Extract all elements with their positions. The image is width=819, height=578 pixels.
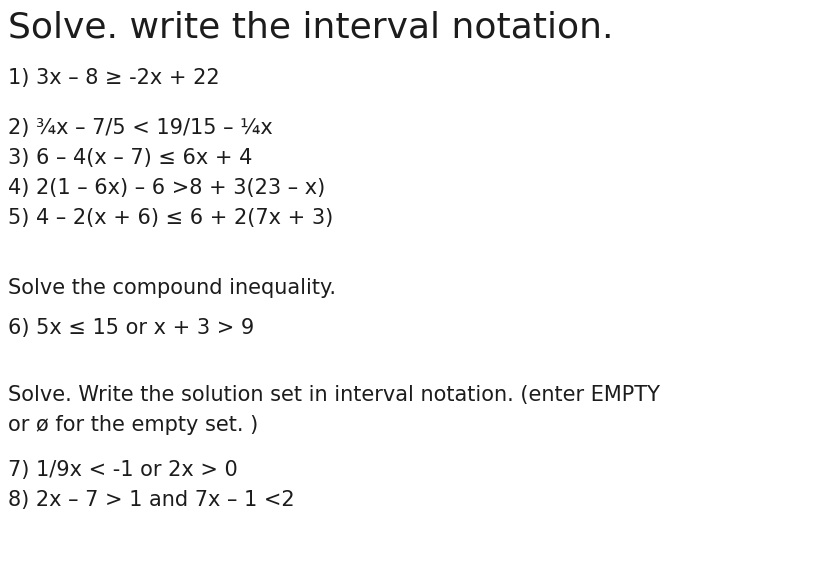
Text: 6) 5x ≤ 15 or x + 3 > 9: 6) 5x ≤ 15 or x + 3 > 9 (8, 318, 254, 338)
Text: 1) 3x – 8 ≥ -2x + 22: 1) 3x – 8 ≥ -2x + 22 (8, 68, 219, 88)
Text: 3) 6 – 4(x – 7) ≤ 6x + 4: 3) 6 – 4(x – 7) ≤ 6x + 4 (8, 148, 252, 168)
Text: Solve. write the interval notation.: Solve. write the interval notation. (8, 10, 613, 44)
Text: 7) 1/9x < -1 or 2x > 0: 7) 1/9x < -1 or 2x > 0 (8, 460, 238, 480)
Text: Solve. Write the solution set in interval notation. (enter EMPTY: Solve. Write the solution set in interva… (8, 385, 660, 405)
Text: 4) 2(1 – 6x) – 6 >8 + 3(23 – x): 4) 2(1 – 6x) – 6 >8 + 3(23 – x) (8, 178, 325, 198)
Text: or ø for the empty set. ): or ø for the empty set. ) (8, 415, 258, 435)
Text: 8) 2x – 7 > 1 and 7x – 1 <2: 8) 2x – 7 > 1 and 7x – 1 <2 (8, 490, 295, 510)
Text: 2) ¾x – 7/5 < 19/15 – ¼x: 2) ¾x – 7/5 < 19/15 – ¼x (8, 118, 273, 138)
Text: Solve the compound inequality.: Solve the compound inequality. (8, 278, 336, 298)
Text: 5) 4 – 2(x + 6) ≤ 6 + 2(7x + 3): 5) 4 – 2(x + 6) ≤ 6 + 2(7x + 3) (8, 208, 333, 228)
